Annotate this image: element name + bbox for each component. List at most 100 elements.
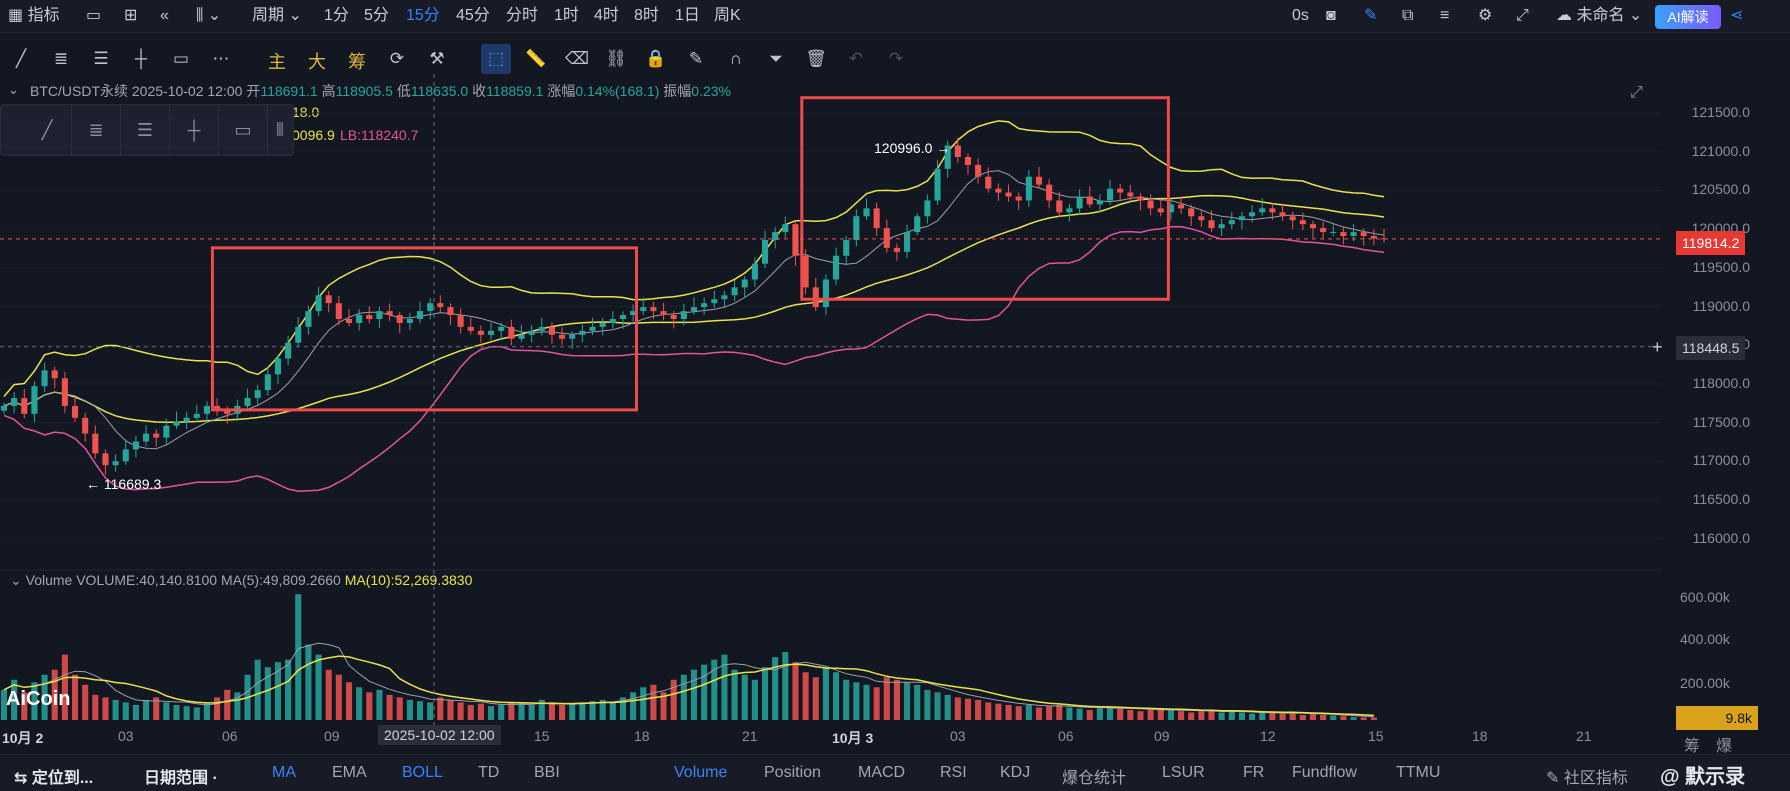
eraser-icon[interactable]: ⌫ (565, 49, 590, 68)
maximize-icon[interactable]: ⤢ (1630, 84, 1643, 101)
trendline-icon[interactable]: ╱ (23, 105, 72, 155)
indicator-tab-lsur[interactable]: LSUR (1162, 764, 1205, 781)
main-force-toggle[interactable]: 主 (268, 52, 286, 72)
indicator-tab-fr[interactable]: FR (1243, 764, 1265, 781)
candle-type-icon[interactable]: ⫼ ⌄ (196, 7, 222, 24)
interval-tab-2[interactable]: 15分 (406, 7, 440, 24)
volume-pane-name: Volume (25, 572, 73, 588)
indicator-tab-position[interactable]: Position (764, 764, 821, 781)
volume-bar (447, 699, 454, 720)
list-icon[interactable]: ≡ (1440, 7, 1450, 24)
fib-icon[interactable]: ☰ (121, 105, 170, 155)
time-tick: 15 (534, 728, 550, 744)
chain-icon[interactable]: ⛓ (605, 49, 627, 68)
candle-body (457, 315, 464, 327)
rectangle-icon[interactable]: ▭ (172, 49, 190, 68)
interval-tab-6[interactable]: 4时 (594, 7, 619, 24)
volume-bar (102, 697, 109, 720)
volume-bar (731, 669, 738, 720)
volume-bar (660, 692, 667, 720)
more-tools-icon[interactable]: ⋯ (212, 49, 230, 68)
interval-tab-8[interactable]: 1日 (675, 7, 700, 24)
indicator-tab-bbi[interactable]: BBI (534, 764, 560, 781)
indicator-tab-rsi[interactable]: RSI (940, 764, 967, 781)
volume-bar (335, 674, 342, 720)
fib-icon[interactable]: ☰ (93, 49, 109, 68)
horizontal-line-icon[interactable]: ┼ (134, 49, 148, 68)
replay-icon[interactable]: « (160, 7, 169, 24)
locate-button[interactable]: ⇆ 定位到... (14, 764, 93, 788)
compare-icon[interactable]: ⊞ (124, 7, 138, 24)
indicator-tab-ema[interactable]: EMA (332, 764, 367, 781)
candle-body (772, 232, 779, 240)
indicator-tab-ma[interactable]: MA (272, 764, 296, 781)
candle-body (11, 398, 18, 406)
ruler-icon[interactable]: 📏 (525, 49, 547, 68)
drag-handle-icon[interactable]: ⦀ (276, 120, 284, 140)
fullscreen-icon[interactable]: ⤢ (1516, 7, 1529, 24)
volume-bar (741, 674, 748, 720)
refresh-icon[interactable]: ⟳ (389, 49, 405, 68)
interval-tab-5[interactable]: 1时 (554, 7, 579, 24)
rectangle-icon[interactable]: ▭ (219, 105, 268, 155)
indicator-menu[interactable]: ▦ 指标 (8, 6, 60, 26)
camera-icon[interactable]: ◙ (1326, 7, 1336, 24)
indicator-tab-volume[interactable]: Volume (674, 764, 728, 781)
lock-icon[interactable]: 🔒 (645, 49, 667, 68)
interval-tab-1[interactable]: 5分 (364, 7, 389, 24)
volume-bar (1208, 709, 1215, 720)
indicator-tab-kdj[interactable]: KDJ (1000, 764, 1031, 781)
open-value: 118691.1 (260, 83, 318, 99)
burst-side-label: 爆 (1716, 738, 1733, 755)
indicator-tab-爆仓统计[interactable]: 爆仓统计 (1062, 770, 1127, 787)
horizontal-line-icon[interactable]: ┼ (170, 105, 219, 155)
indicator-tab-fundflow[interactable]: Fundflow (1292, 764, 1357, 781)
trendline-icon[interactable]: ╱ (15, 49, 27, 68)
collapse-icon[interactable]: ⌄ (8, 82, 19, 97)
interval-tab-3[interactable]: 45分 (456, 7, 490, 24)
notes-icon[interactable]: ✎ (688, 49, 704, 68)
collapse-icon[interactable]: ⌄ (10, 572, 22, 588)
date-range-button[interactable]: 日期范围 · (144, 770, 218, 787)
magnet-snap-icon[interactable]: ∩ (729, 49, 743, 68)
volume-bar (325, 669, 332, 720)
volume-bar (893, 679, 900, 720)
pencil-icon[interactable]: ✎ (1364, 7, 1378, 24)
settings-icon[interactable]: ⚙ (1478, 7, 1493, 24)
indicator-tab-macd[interactable]: MACD (858, 764, 906, 781)
interval-tab-9[interactable]: 周K (714, 7, 741, 24)
volume-bar (1249, 713, 1256, 720)
calendar-icon[interactable]: ▭ (86, 7, 102, 24)
candle-body (569, 334, 576, 339)
interval-tab-0[interactable]: 1分 (324, 7, 349, 24)
community-indicators-button[interactable]: ✎ 社区指标 (1546, 764, 1628, 788)
candle-body (701, 303, 708, 308)
large-order-toggle[interactable]: 大 (308, 52, 326, 72)
period-menu[interactable]: 周期 ⌄ (252, 6, 302, 26)
filter-icon[interactable]: ⏷ (769, 49, 783, 68)
indicator-tab-ttmu[interactable]: TTMU (1396, 764, 1441, 781)
volume-bar (518, 703, 525, 720)
interval-tab-7[interactable]: 8时 (634, 7, 659, 24)
redo-icon[interactable]: ↷ (888, 49, 904, 68)
parallel-channel-icon[interactable]: ≣ (53, 49, 69, 68)
share-icon[interactable]: ⋖ (1730, 7, 1744, 24)
volume-bar (619, 697, 627, 720)
magnet-icon[interactable]: ⚒ (429, 49, 445, 68)
interval-tab-4[interactable]: 分时 (506, 7, 539, 24)
layout-menu[interactable]: ☁ 未命名 ⌄ (1556, 6, 1642, 26)
add-alert-icon[interactable]: + (1652, 337, 1663, 357)
chip-toggle[interactable]: 筹 (348, 52, 366, 72)
ai-analyze-button[interactable]: AI解读 (1655, 5, 1721, 29)
share-window-icon[interactable]: ⧉ (1402, 7, 1414, 24)
parallel-channel-icon[interactable]: ≣ (72, 105, 121, 155)
trash-icon[interactable]: 🗑 (805, 49, 827, 68)
indicator-tab-td[interactable]: TD (478, 764, 500, 781)
price-axis[interactable]: 121500.0 121000.0 120500.0 120000.0 119500.0… (1662, 74, 1790, 574)
candle-body (1106, 188, 1114, 201)
cursor-select-icon[interactable]: ⬚ (481, 44, 511, 74)
undo-icon[interactable]: ↶ (848, 49, 864, 68)
candlestick-chart[interactable] (0, 74, 1662, 754)
volume-bar (396, 697, 403, 720)
indicator-tab-boll[interactable]: BOLL (402, 764, 443, 781)
